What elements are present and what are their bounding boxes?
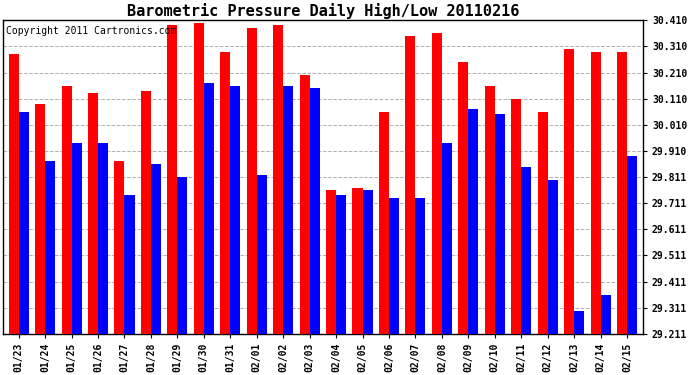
Bar [406, 36, 415, 334]
Bar [362, 190, 373, 334]
Bar [591, 52, 600, 334]
Bar [204, 83, 214, 334]
Bar [442, 143, 452, 334]
Bar [124, 195, 135, 334]
Bar [141, 91, 151, 334]
Text: Copyright 2011 Cartronics.com: Copyright 2011 Cartronics.com [6, 26, 177, 36]
Bar [353, 188, 362, 334]
Bar [389, 198, 399, 334]
Bar [538, 112, 548, 334]
Bar [88, 93, 98, 334]
Bar [72, 143, 81, 334]
Bar [299, 75, 310, 334]
Bar [45, 162, 55, 334]
Bar [458, 62, 469, 334]
Bar [600, 295, 611, 334]
Bar [511, 99, 521, 334]
Title: Barometric Pressure Daily High/Low 20110216: Barometric Pressure Daily High/Low 20110… [127, 3, 519, 19]
Bar [469, 109, 478, 334]
Bar [564, 49, 574, 334]
Bar [415, 198, 426, 334]
Bar [247, 28, 257, 334]
Bar [574, 310, 584, 334]
Bar [521, 166, 531, 334]
Bar [61, 86, 72, 334]
Bar [326, 190, 336, 334]
Bar [220, 52, 230, 334]
Bar [432, 33, 442, 334]
Bar [151, 164, 161, 334]
Bar [8, 54, 19, 334]
Bar [627, 156, 637, 334]
Bar [257, 174, 267, 334]
Bar [548, 180, 558, 334]
Bar [310, 88, 319, 334]
Bar [283, 86, 293, 334]
Bar [230, 86, 240, 334]
Bar [485, 86, 495, 334]
Bar [379, 112, 389, 334]
Bar [98, 143, 108, 334]
Bar [336, 195, 346, 334]
Bar [115, 162, 124, 334]
Bar [495, 114, 505, 334]
Bar [273, 26, 283, 334]
Bar [19, 112, 29, 334]
Bar [617, 52, 627, 334]
Bar [167, 26, 177, 334]
Bar [35, 104, 45, 334]
Bar [194, 23, 204, 334]
Bar [177, 177, 188, 334]
